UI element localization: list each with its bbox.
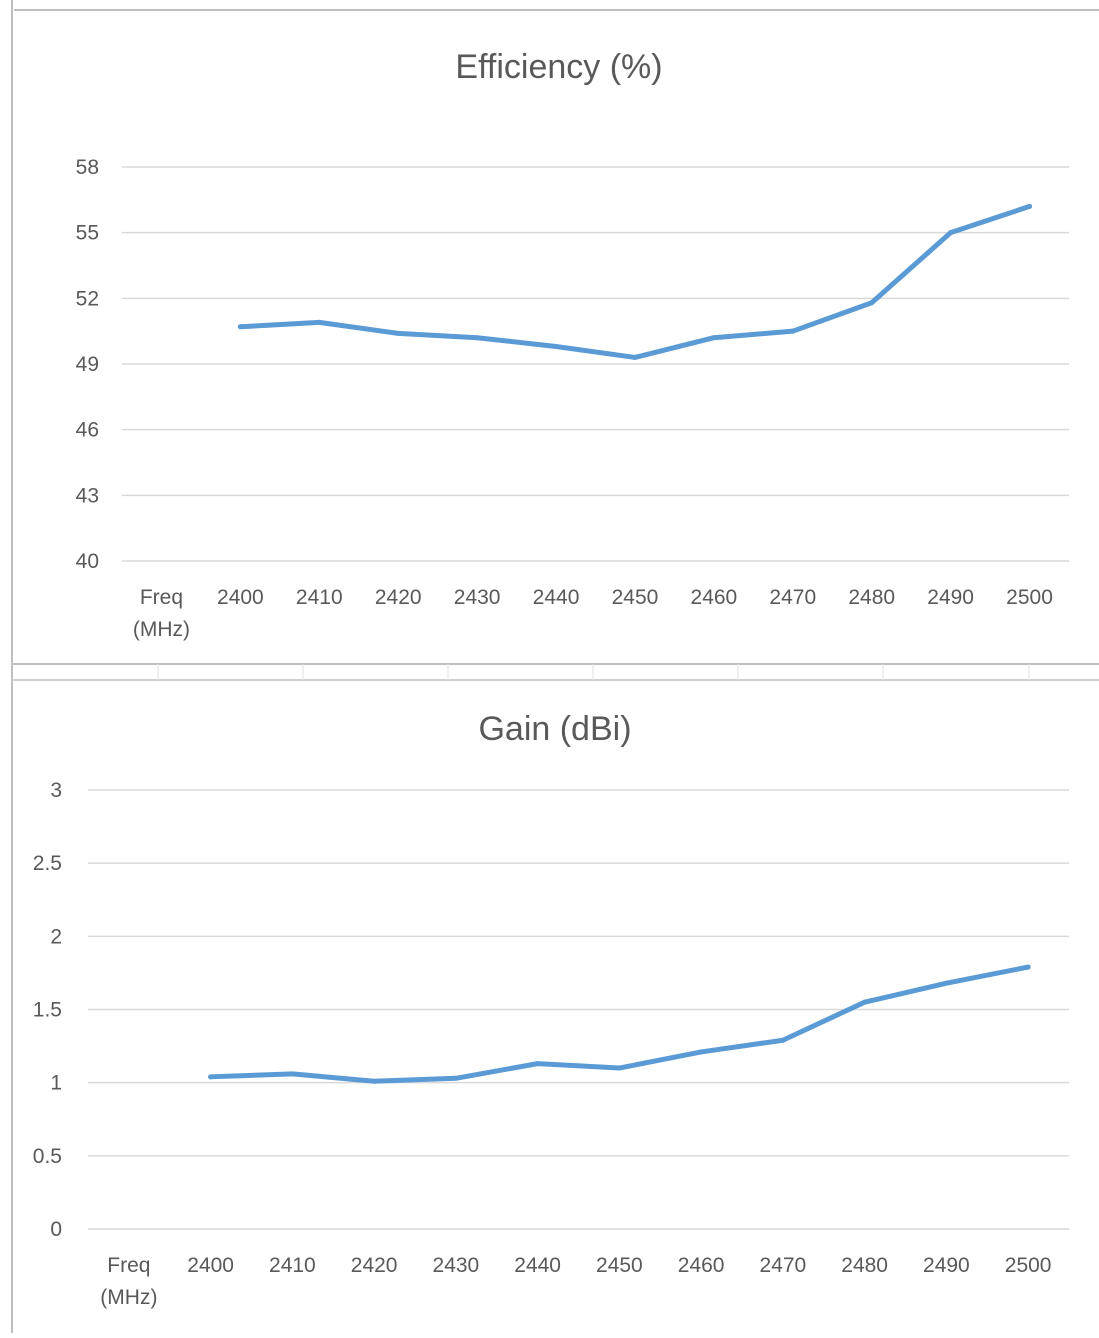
data-point xyxy=(535,1061,541,1067)
y-tick-label: 2 xyxy=(50,925,62,948)
x-tick-label: 2430 xyxy=(454,586,501,609)
y-tick-label: 0.5 xyxy=(33,1145,62,1168)
chart-title: Gain (dBi) xyxy=(478,710,631,748)
data-point xyxy=(790,328,796,334)
x-tick-label: 2490 xyxy=(927,586,974,609)
x-tick-label: 2470 xyxy=(760,1254,807,1277)
x-tick-label: 2490 xyxy=(923,1254,970,1277)
x-axis-label-line1: Freq xyxy=(140,586,183,609)
data-point xyxy=(553,343,559,349)
x-tick-label: 2410 xyxy=(269,1254,316,1277)
data-point xyxy=(395,330,401,336)
y-tick-label: 52 xyxy=(76,287,99,310)
data-point xyxy=(943,980,949,986)
data-point xyxy=(474,335,480,341)
y-tick-label: 46 xyxy=(76,419,99,442)
x-tick-label: 2400 xyxy=(187,1254,234,1277)
x-tick-label: 2500 xyxy=(1006,586,1053,609)
x-tick-label: 2410 xyxy=(296,586,343,609)
x-tick-label: 2480 xyxy=(841,1254,888,1277)
x-tick-label: 2440 xyxy=(533,586,580,609)
x-tick-label: 2400 xyxy=(217,586,264,609)
data-point xyxy=(289,1071,295,1077)
x-tick-label: 2440 xyxy=(514,1254,561,1277)
y-tick-label: 2.5 xyxy=(33,852,62,875)
data-point xyxy=(453,1075,459,1081)
series-line xyxy=(208,964,1031,1084)
y-tick-label: 43 xyxy=(76,484,99,507)
x-tick-label: 2460 xyxy=(691,586,738,609)
y-tick-label: 3 xyxy=(50,779,62,802)
x-axis-label-line1: Freq xyxy=(107,1254,150,1277)
y-tick-label: 55 xyxy=(76,222,99,245)
data-point xyxy=(1025,964,1031,970)
data-point xyxy=(1027,203,1033,209)
data-point xyxy=(632,354,638,360)
y-tick-label: 1 xyxy=(50,1072,62,1095)
data-point xyxy=(371,1078,377,1084)
y-tick-label: 0 xyxy=(50,1218,62,1241)
x-tick-label: 2460 xyxy=(678,1254,725,1277)
x-tick-label: 2450 xyxy=(596,1254,643,1277)
x-axis-label-line2: (MHz) xyxy=(133,618,190,641)
x-tick-label: 2420 xyxy=(351,1254,398,1277)
efficiency-chart[interactable]: Efficiency (%) 58 55 52 49 46 43 40 Freq (MHz) 240… xyxy=(14,10,1099,662)
chart-title: Efficiency (%) xyxy=(455,48,662,86)
y-tick-label: 1.5 xyxy=(33,999,62,1022)
x-tick-label: 2470 xyxy=(769,586,816,609)
data-point xyxy=(862,999,868,1005)
data-point xyxy=(711,335,717,341)
data-point xyxy=(237,324,243,330)
x-tick-label: 2420 xyxy=(375,586,422,609)
data-point xyxy=(616,1065,622,1071)
y-tick-label: 58 xyxy=(76,156,99,179)
data-point xyxy=(698,1049,704,1055)
y-tick-label: 49 xyxy=(76,353,99,376)
x-tick-label: 2450 xyxy=(612,586,659,609)
data-point xyxy=(869,300,875,306)
x-axis-label-line2: (MHz) xyxy=(100,1286,157,1309)
gain-chart-svg: Gain (dBi) 3 2.5 2 1.5 1 0.5 0 Freq (MHz) 2400 2410… xyxy=(33,710,1069,1309)
data-point xyxy=(208,1074,214,1080)
data-point xyxy=(316,319,322,325)
data-point xyxy=(948,230,954,236)
y-tick-label: 40 xyxy=(76,550,99,573)
gain-chart[interactable]: Gain (dBi) 3 2.5 2 1.5 1 0.5 0 Freq (MHz) 2400 2410… xyxy=(12,680,1099,1333)
series-line xyxy=(237,203,1033,360)
data-point xyxy=(780,1037,786,1043)
x-tick-label: 2480 xyxy=(848,586,895,609)
x-tick-label: 2500 xyxy=(1005,1254,1052,1277)
x-tick-label: 2430 xyxy=(433,1254,480,1277)
efficiency-chart-svg: Efficiency (%) 58 55 52 49 46 43 40 Freq (MHz) 240… xyxy=(76,48,1069,641)
